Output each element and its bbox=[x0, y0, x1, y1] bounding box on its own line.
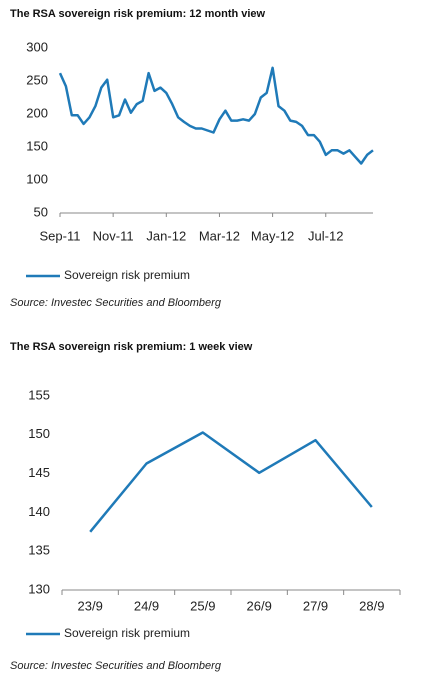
chart-title: The RSA sovereign risk premium: 12 month… bbox=[10, 8, 266, 20]
y-tick-label: 300 bbox=[26, 39, 48, 54]
y-tick-label: 140 bbox=[28, 504, 50, 519]
y-tick-label: 150 bbox=[28, 426, 50, 441]
y-tick-label: 250 bbox=[26, 72, 48, 87]
y-tick-label: 100 bbox=[26, 171, 48, 186]
y-tick-label: 50 bbox=[34, 204, 48, 219]
x-tick-label: May-12 bbox=[251, 228, 294, 243]
x-tick-label: 23/9 bbox=[78, 598, 103, 613]
x-tick-label: 24/9 bbox=[134, 598, 159, 613]
legend-label: Sovereign risk premium bbox=[64, 626, 190, 640]
x-tick-label: 28/9 bbox=[359, 598, 384, 613]
x-tick-label: Nov-11 bbox=[93, 228, 134, 243]
x-tick-label: Mar-12 bbox=[199, 228, 240, 243]
x-tick-label: Jan-12 bbox=[146, 228, 186, 243]
source-note: Source: Investec Securities and Bloomber… bbox=[10, 660, 222, 672]
series-line bbox=[89, 431, 373, 533]
x-tick-label: Jul-12 bbox=[308, 228, 343, 243]
legend-label: Sovereign risk premium bbox=[64, 268, 190, 282]
series-line bbox=[58, 66, 374, 165]
y-tick-label: 150 bbox=[26, 138, 48, 153]
x-tick-label: 27/9 bbox=[303, 598, 328, 613]
chart-title: The RSA sovereign risk premium: 1 week v… bbox=[10, 341, 253, 353]
y-tick-label: 135 bbox=[28, 543, 50, 558]
x-tick-label: 26/9 bbox=[247, 598, 272, 613]
x-tick-label: Sep-11 bbox=[40, 228, 81, 243]
y-tick-label: 145 bbox=[28, 465, 50, 480]
source-note: Source: Investec Securities and Bloomber… bbox=[10, 297, 222, 309]
y-tick-label: 200 bbox=[26, 105, 48, 120]
x-tick-label: 25/9 bbox=[190, 598, 215, 613]
y-tick-label: 130 bbox=[28, 581, 50, 596]
y-tick-label: 155 bbox=[28, 387, 50, 402]
